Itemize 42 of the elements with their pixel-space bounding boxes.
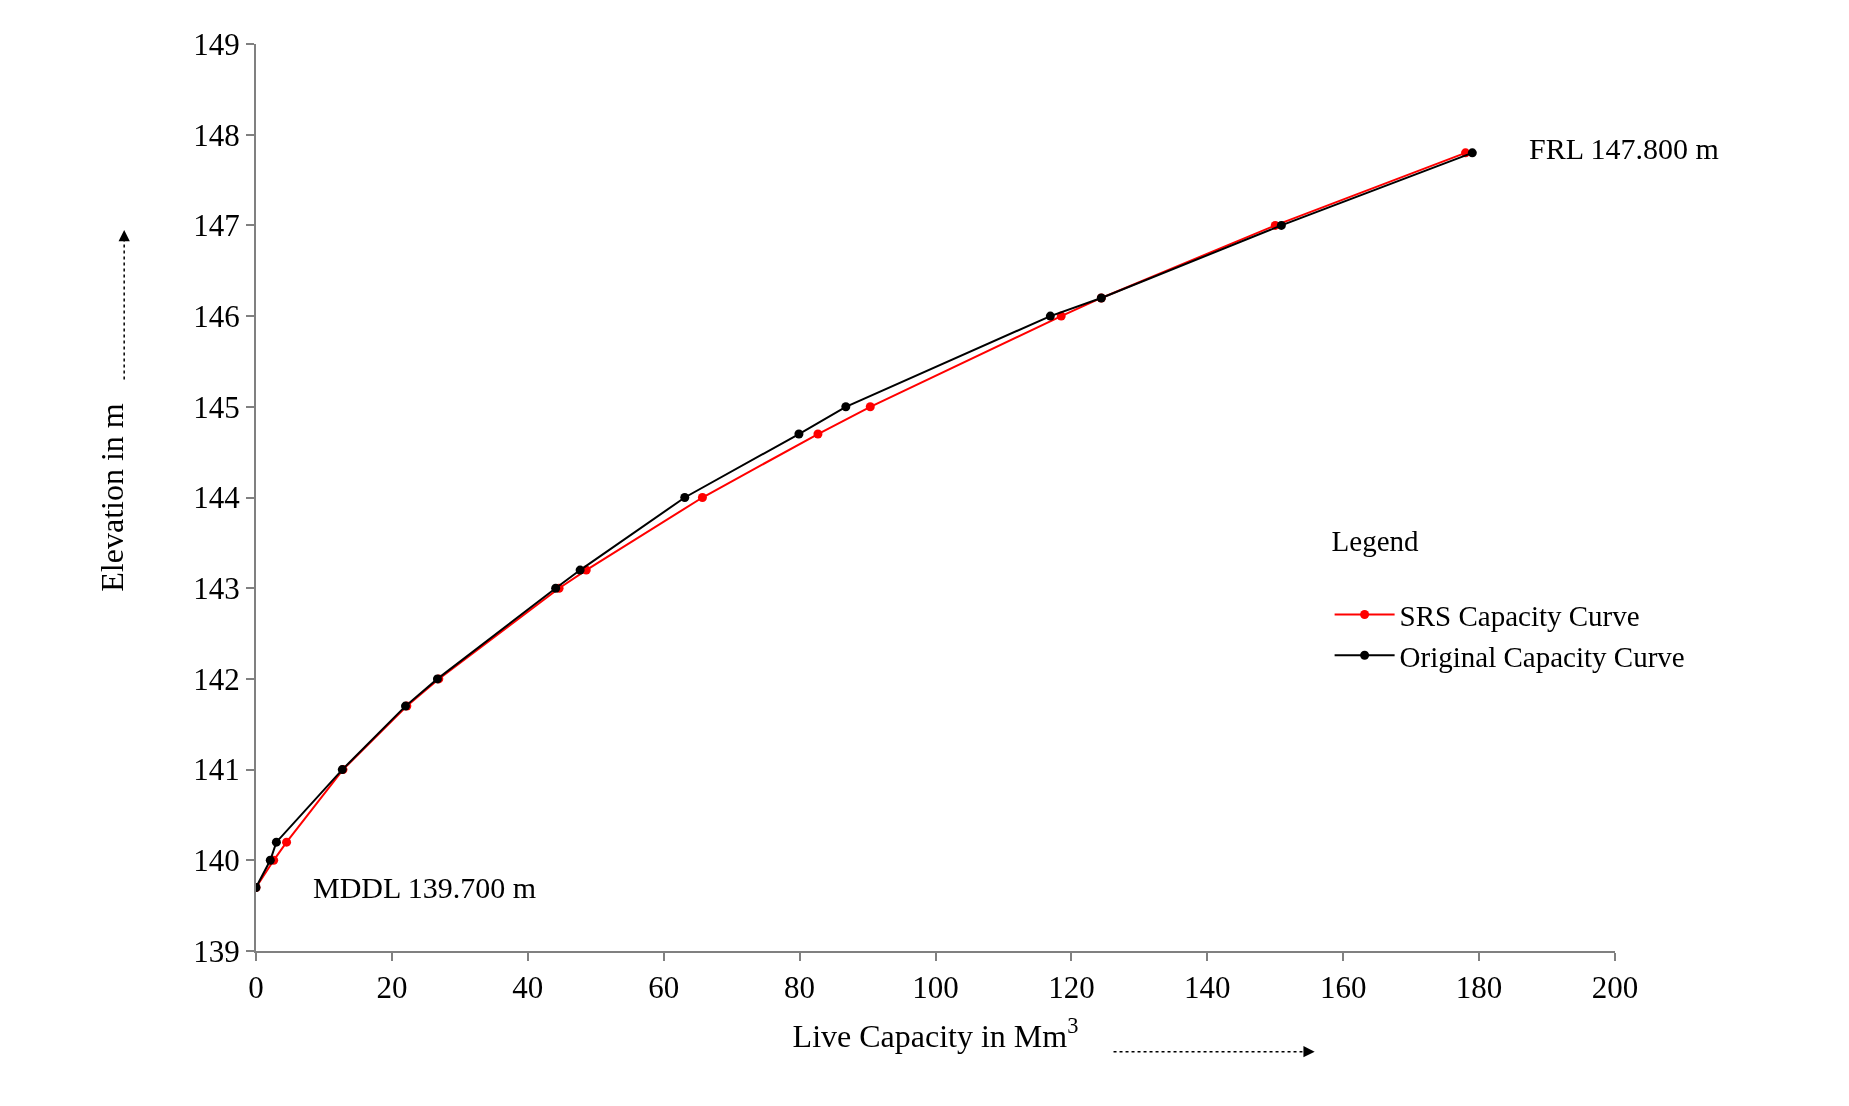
point	[282, 837, 292, 847]
point	[794, 429, 804, 439]
point	[265, 855, 275, 865]
y-tick-label: 140	[193, 843, 240, 879]
y-tick-label: 139	[193, 933, 240, 969]
x-tick-label: 0	[248, 970, 264, 1006]
y-tick-label: 148	[193, 117, 240, 153]
x-tick-label: 20	[376, 970, 408, 1006]
y-tick-label: 149	[193, 26, 240, 62]
x-tick-label: 80	[784, 970, 816, 1006]
point	[680, 493, 690, 502]
point	[841, 402, 851, 412]
x-tick-label: 140	[1184, 970, 1231, 1006]
x-tick-label: 160	[1319, 970, 1367, 1006]
x-tick-label: 180	[1455, 970, 1503, 1006]
y-tick-label: 145	[193, 389, 240, 425]
x-tick-label: 120	[1048, 970, 1095, 1006]
y-tick-label: 146	[193, 298, 240, 334]
legend-title: Legend	[1331, 525, 1420, 558]
y-tick-label: 147	[193, 208, 240, 244]
point	[1467, 148, 1477, 158]
y-axis-title: Elevation in m	[94, 403, 131, 592]
y-tick-label: 143	[193, 571, 240, 607]
point	[865, 402, 875, 412]
x-tick-label: 60	[648, 970, 680, 1006]
x-axis-title: Live Capacity in Mm$^{3}$	[792, 1013, 1079, 1054]
y-tick-label: 144	[193, 480, 241, 516]
y-tick-label: 141	[193, 752, 240, 788]
point	[1276, 220, 1286, 230]
point	[813, 429, 823, 439]
point	[1045, 311, 1055, 321]
point	[271, 837, 281, 847]
point	[575, 565, 585, 575]
legend-label: Original Capacity Curve	[1399, 640, 1685, 673]
x-tick-label: 200	[1591, 970, 1639, 1006]
legend-label: SRS Capacity Curve	[1399, 599, 1640, 632]
point	[697, 493, 707, 502]
x-tick-label: 100	[912, 970, 959, 1006]
x-tick-label: 40	[512, 970, 544, 1006]
annotation: FRL 147.800 m	[1529, 132, 1719, 165]
y-tick-label: 142	[193, 661, 240, 697]
annotation: MDDL 139.700 m	[313, 871, 537, 904]
